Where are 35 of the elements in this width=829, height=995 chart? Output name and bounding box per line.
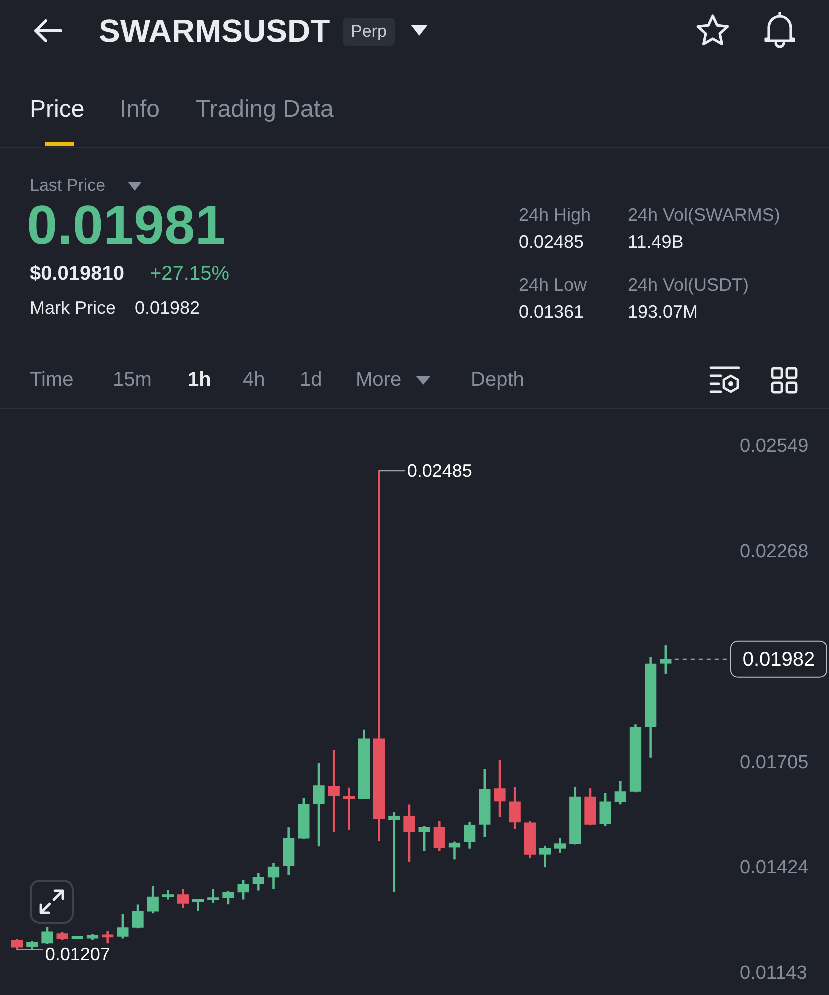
text: $0.019810 [30,262,125,286]
text: Mark Price [30,298,116,318]
y-tick-label: 0.01705 [740,752,809,774]
text: 0.02485 [519,232,584,252]
text: 4h [243,368,266,392]
chart-title: SWARMSUSDT [99,12,330,50]
text: Price [30,96,85,124]
text: 11.49B [628,232,684,252]
text: Info [120,96,160,124]
text: 24h Vol(USDT) [628,274,750,296]
annotation: 0.02485 [407,460,472,481]
text: 0.01981 [27,194,226,258]
text: 0.01982 [135,298,200,318]
y-tick-label: 0.02549 [740,436,809,458]
text: Perp [351,22,387,42]
text: Last Price [30,176,106,196]
text: Trading Data [196,96,334,124]
y-tick-label: 0.01143 [740,962,808,984]
y-tick-label: 0.01424 [740,858,810,879]
text: 1h [188,368,212,392]
text: Depth [471,368,524,392]
text: More [356,368,402,392]
ref-line-label: 0.01982 [742,648,816,671]
annotation: 0.01207 [45,944,110,965]
text: 193.07M [628,302,698,322]
text: 24h Vol(SWARMS) [628,204,780,226]
text: 1d [300,368,322,392]
text: Time [30,368,74,392]
text: 15m [113,368,152,392]
text: 24h Low [519,274,588,296]
candlestick [343,788,355,830]
text: 0.01361 [519,302,584,322]
y-tick-label: 0.02268 [740,541,809,562]
text: +27.15% [150,262,230,286]
text: 24h High [519,204,592,226]
